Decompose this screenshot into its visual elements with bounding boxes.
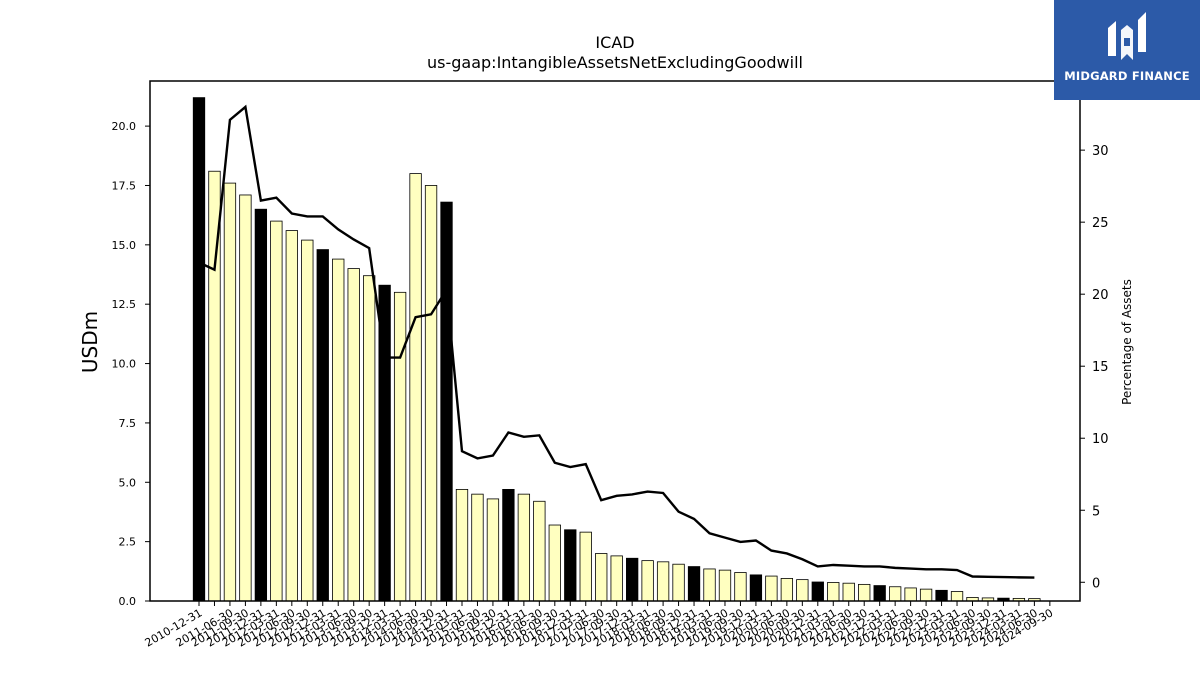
y-tick-label: 15.0 (112, 239, 137, 252)
bar (502, 488, 515, 602)
bar (950, 591, 964, 602)
bar (672, 563, 685, 602)
bar (192, 97, 206, 602)
bar (409, 173, 422, 602)
y-axis-right: 0 5 10 15 20 25 30 (1080, 144, 1109, 591)
y-axis-left: 0.0 2.5 5.0 7.5 10.0 12.5 15.0 17.5 20.0 (112, 120, 150, 608)
y-tick-label: 12.5 (112, 298, 137, 311)
y2-tick-label: 0 (1092, 576, 1100, 591)
bar (827, 582, 840, 602)
bar (270, 220, 283, 602)
y-tick-label: 0.0 (119, 595, 137, 608)
bar (889, 586, 902, 602)
bar (517, 493, 531, 602)
y2-tick-label: 25 (1092, 216, 1109, 231)
bar (703, 568, 716, 602)
y-tick-label: 20.0 (112, 120, 137, 133)
brand-logo: MIDGARD FINANCE (1054, 0, 1200, 100)
bar (595, 553, 608, 602)
bar (285, 230, 298, 602)
y2-tick-label: 20 (1092, 288, 1109, 303)
bar (780, 578, 794, 602)
bar (842, 582, 855, 602)
bar (687, 566, 701, 602)
bar (332, 258, 345, 602)
bar (316, 249, 329, 602)
bar (796, 579, 809, 602)
logo-mark-icon (1108, 12, 1146, 60)
bar (734, 572, 747, 602)
bar (471, 493, 484, 602)
bar (718, 569, 732, 602)
logo-text: MIDGARD FINANCE (1064, 69, 1190, 83)
y2-tick-label: 30 (1092, 144, 1109, 159)
chart-title: ICAD (595, 33, 634, 52)
x-axis: 2010-12-312011-06-302011-09-302011-12-31… (143, 601, 1055, 650)
bar (935, 589, 948, 602)
bar (641, 560, 654, 602)
bar (486, 498, 500, 602)
plot-frame (149, 80, 1081, 602)
chart-subtitle: us-gaap:IntangibleAssetsNetExcludingGood… (427, 53, 803, 72)
bar (765, 575, 778, 602)
bar (858, 583, 871, 602)
bar (440, 201, 453, 602)
bar-series (192, 97, 1041, 602)
bar (548, 524, 561, 602)
y-tick-label: 5.0 (119, 476, 137, 489)
bar (904, 587, 917, 602)
y-tick-label: 10.0 (112, 358, 137, 371)
bar (811, 581, 824, 602)
bar (533, 500, 546, 602)
bar (347, 268, 360, 602)
bar (223, 182, 237, 602)
bar (626, 557, 639, 602)
y-tick-label: 2.5 (119, 536, 137, 549)
bar (610, 555, 623, 602)
y-axis-label: USDm (78, 311, 102, 373)
bar (749, 574, 763, 602)
bar (239, 194, 252, 602)
bar (873, 585, 886, 602)
percentage-line (198, 104, 1035, 579)
bar (455, 488, 469, 602)
bar (393, 291, 407, 602)
bar (564, 529, 577, 602)
bar (363, 275, 376, 602)
y2-tick-label: 15 (1092, 360, 1109, 375)
y2-tick-label: 10 (1092, 432, 1109, 447)
bar (424, 185, 438, 602)
y-tick-label: 7.5 (119, 417, 137, 430)
y2-tick-label: 5 (1092, 504, 1100, 519)
bar (919, 588, 933, 602)
y2-axis-label: Percentage of Assets (1120, 279, 1134, 405)
bar (656, 561, 670, 602)
bar (579, 531, 592, 602)
bar (254, 208, 268, 602)
bar (301, 239, 314, 602)
y-tick-label: 17.5 (112, 179, 137, 192)
